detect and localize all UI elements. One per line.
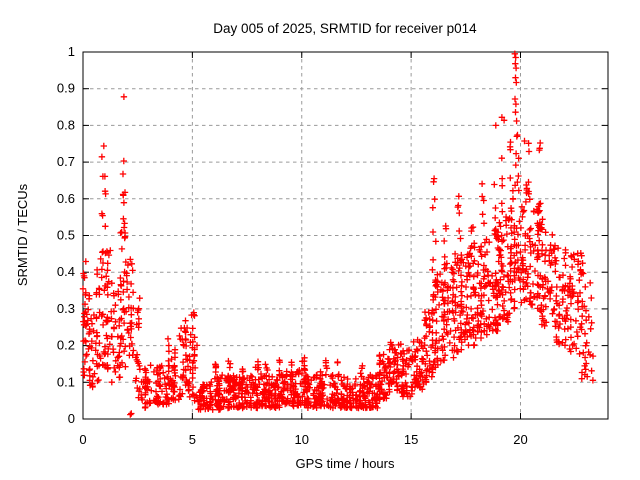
x-tick-label: 5	[189, 432, 196, 447]
y-tick-label: 0.2	[57, 338, 75, 353]
y-tick-label: 0.9	[57, 81, 75, 96]
y-tick-label: 0.3	[57, 301, 75, 316]
y-tick-label: 0.8	[57, 117, 75, 132]
data-points	[79, 50, 597, 418]
x-tick-label: 0	[79, 432, 86, 447]
y-tick-label: 0.6	[57, 191, 75, 206]
plot-title: Day 005 of 2025, SRMTID for receiver p01…	[213, 21, 477, 36]
x-axis-label: GPS time / hours	[296, 456, 395, 471]
x-tick-label: 15	[404, 432, 418, 447]
y-tick-label: 1	[68, 44, 75, 59]
y-tick-label: 0	[68, 411, 75, 426]
x-tick-label: 10	[295, 432, 309, 447]
x-tick-label: 20	[513, 432, 527, 447]
axis-ticks	[82, 51, 608, 420]
y-tick-label: 0.5	[57, 228, 75, 243]
y-tick-label: 0.4	[57, 264, 75, 279]
y-tick-label: 0.7	[57, 154, 75, 169]
axis-tick-labels: 0 5 10 15 20 0 0.1 0.2 0.3 0.4 0.5 0.6 0.7 0.8 0.9 1	[57, 44, 528, 447]
y-axis-label: SRMTID / TECUs	[15, 183, 30, 286]
y-tick-label: 0.1	[57, 374, 75, 389]
